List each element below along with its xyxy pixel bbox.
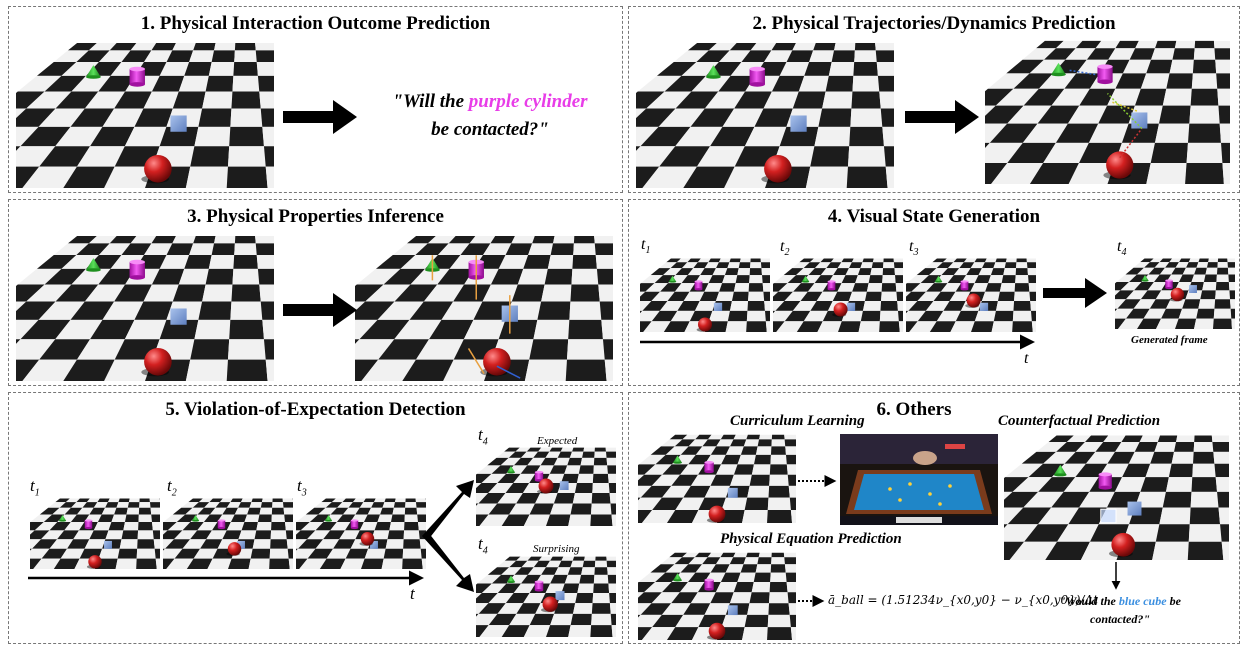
time-label-t1: t1: [641, 236, 651, 257]
scene-board: [636, 40, 894, 188]
scene-board-t3: [296, 497, 426, 569]
time-label-t3: t3: [297, 476, 307, 499]
scene-board-generated: [1115, 257, 1235, 329]
timeline-axis-label: t: [410, 584, 415, 603]
panel-title: 6. Others: [876, 399, 952, 420]
time-label-t1: t1: [30, 476, 40, 499]
right-arrow-icon: [905, 100, 979, 134]
down-arrow: [1111, 562, 1121, 590]
time-label-t4-expected: t4: [478, 425, 488, 448]
counterfactual-question: "Would the blue cube be contacted?": [1059, 594, 1181, 626]
highlight-blue-cube: blue cube: [1118, 594, 1167, 608]
counterfactual-prediction-label: Counterfactual Prediction: [998, 413, 1161, 429]
scene-board-equation: [638, 551, 796, 640]
time-label-t2: t2: [167, 476, 177, 499]
panel-title: 5. Violation-of-Expectation Detection: [165, 399, 466, 420]
time-label-t4: t4: [1117, 238, 1127, 259]
panel-properties-inference: 3. Physical Properties Inference: [8, 199, 623, 386]
physical-equation-label: Physical Equation Prediction: [720, 531, 902, 547]
quote-text: "Will the: [392, 91, 469, 112]
right-arrow-icon: [283, 293, 357, 327]
scene-board-t3: [906, 257, 1036, 332]
interaction-question: "Will the purple cylinder be contacted?": [365, 88, 615, 144]
billiards-video-frame: [840, 434, 998, 525]
time-label-t4-surprising: t4: [478, 534, 488, 557]
physical-equation: ā_ball = (1.51234ν_{x0,y0} − ν_{x0,y0})/…: [828, 593, 1098, 607]
scene-board-t1: [640, 257, 770, 332]
highlight-purple-cylinder: purple cylinder: [468, 91, 588, 112]
dotted-arrow: [798, 595, 825, 607]
scene-board-trajectory: [985, 38, 1230, 184]
dotted-arrow: [798, 475, 837, 487]
timeline-arrow: [28, 570, 424, 586]
scene-board: [16, 40, 274, 188]
scene-board-counterfactual: [1004, 433, 1229, 560]
panel-title: 3. Physical Properties Inference: [187, 206, 444, 227]
panel-others: 6. Others: [628, 392, 1240, 644]
scene-board-t2: [163, 497, 293, 569]
time-label-t2: t2: [780, 238, 790, 259]
panel-title: 2. Physical Trajectories/Dynamics Predic…: [752, 13, 1116, 34]
timeline-arrow: [640, 334, 1035, 350]
panel-visual-state-generation: 4. Visual State Generation: [628, 199, 1240, 386]
panel-trajectories: 2. Physical Trajectories/Dynamics Predic…: [628, 6, 1240, 193]
right-arrow-icon: [283, 100, 357, 134]
scene-board: [16, 233, 274, 381]
panel-title: 1. Physical Interaction Outcome Predicti…: [140, 13, 491, 34]
panel-title: 4. Visual State Generation: [827, 206, 1041, 227]
right-arrow-icon: [1043, 278, 1107, 308]
branch-arrows-icon: [422, 480, 474, 592]
scene-board-curriculum: [638, 433, 796, 523]
scene-board-t2: [773, 257, 903, 332]
time-label-t3: t3: [909, 238, 919, 259]
generated-frame-label: Generated frame: [1131, 334, 1208, 346]
curriculum-learning-label: Curriculum Learning: [730, 413, 865, 429]
panel-violation-of-expectation: 5. Violation-of-Expectation Detection: [8, 392, 623, 644]
scene-board-expected: [476, 446, 616, 526]
quote-text: be contacted?": [431, 119, 549, 140]
expected-label: Expected: [537, 435, 578, 447]
surprising-label: Surprising: [533, 543, 580, 555]
scene-board-properties: [355, 233, 613, 381]
scene-board-t1: [30, 497, 160, 569]
panel-interaction-outcome: 1. Physical Interaction Outcome Predicti…: [8, 6, 623, 193]
timeline-axis-label: t: [1024, 350, 1029, 367]
scene-board-surprising: [476, 555, 616, 637]
